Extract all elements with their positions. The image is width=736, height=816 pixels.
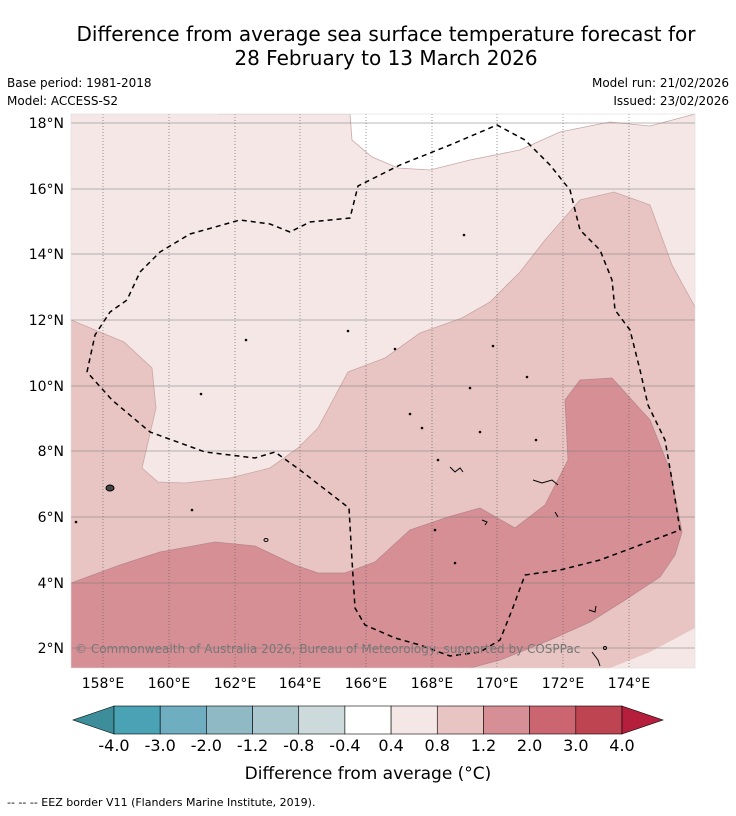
colorbar-segment xyxy=(113,705,161,735)
anomaly-band-0.4-0.8-southeast xyxy=(610,628,695,668)
title-line-1: Difference from average sea surface temp… xyxy=(76,22,696,46)
colorbar-segment xyxy=(206,705,253,735)
colorbar-over-arrow xyxy=(621,705,664,735)
lat-label: 2°N xyxy=(38,641,64,657)
colorbar-tick-label: 0.4 xyxy=(378,736,403,755)
colorbar-tick-label: -0.4 xyxy=(329,736,360,755)
chart-title: Difference from average sea surface temp… xyxy=(30,22,736,70)
lon-label: 162°E xyxy=(214,676,257,692)
colorbar-tick-label: -0.8 xyxy=(283,736,314,755)
colorbar-tick-label: -4.0 xyxy=(98,736,129,755)
lat-label: 14°N xyxy=(29,247,64,263)
lat-label: 8°N xyxy=(38,444,64,460)
map-area: © Commonwealth of Australia 2026, Bureau… xyxy=(71,114,695,668)
lat-label: 10°N xyxy=(29,379,64,395)
meta-right: Model run: 21/02/2026 Issued: 23/02/2026 xyxy=(592,74,729,110)
eez-border xyxy=(86,124,681,657)
lat-label: 6°N xyxy=(38,510,64,526)
lon-label: 172°E xyxy=(542,676,585,692)
colorbar-segment xyxy=(344,705,392,735)
colorbar-segment xyxy=(483,705,530,735)
colorbar-segment xyxy=(390,705,438,735)
lat-label: 4°N xyxy=(38,576,64,592)
lon-label: 170°E xyxy=(476,676,519,692)
lon-label: 174°E xyxy=(608,676,651,692)
islands xyxy=(74,233,607,667)
colorbar-tick-labels: -4.0 -3.0 -2.0 -1.2 -0.8 -0.4 0.4 0.8 1.2 2.0 3.0 4… xyxy=(98,736,634,755)
lon-label: 158°E xyxy=(82,676,125,692)
colorbar-tick-label: 3.0 xyxy=(563,736,588,755)
colorbar-tick-label: 4.0 xyxy=(609,736,634,755)
colorbar-tick-label: 2.0 xyxy=(517,736,542,755)
colorbar-tick-label: -1.2 xyxy=(237,736,268,755)
issued-date: Issued: 23/02/2026 xyxy=(613,94,729,108)
title-line-2: 28 February to 13 March 2026 xyxy=(234,46,538,70)
colorbar-under-arrow xyxy=(72,705,115,735)
copyright-notice: © Commonwealth of Australia 2026, Bureau… xyxy=(75,642,580,656)
colorbar-label: Difference from average (°C) xyxy=(244,764,492,784)
lon-label: 168°E xyxy=(411,676,454,692)
lon-label: 166°E xyxy=(345,676,388,692)
map-frame xyxy=(70,113,696,669)
lat-label: 12°N xyxy=(29,313,64,329)
longitude-labels: 158°E 160°E 162°E 164°E 166°E 168°E 170°… xyxy=(82,676,651,692)
colorbar-tick-label: -3.0 xyxy=(145,736,176,755)
model-name: Model: ACCESS-S2 xyxy=(7,94,119,108)
eez-legend: -- -- -- EEZ border V11 (Flanders Marine… xyxy=(7,796,316,809)
colorbar xyxy=(72,705,664,735)
meta-left: Base period: 1981-2018 Model: ACCESS-S2 xyxy=(7,74,152,110)
base-period: Base period: 1981-2018 xyxy=(7,76,152,90)
lon-label: 160°E xyxy=(148,676,191,692)
colorbar-tick-label: 1.2 xyxy=(471,736,496,755)
model-run: Model run: 21/02/2026 xyxy=(591,76,729,90)
colorbar-segment xyxy=(529,705,577,735)
colorbar-segment xyxy=(252,705,300,735)
latitude-gridlines xyxy=(71,122,695,649)
colorbar-segment xyxy=(575,705,623,735)
lat-label: 18°N xyxy=(29,116,64,132)
colorbar-tick-label: 0.8 xyxy=(425,736,450,755)
colorbar-segment xyxy=(436,705,484,735)
colorbar-tick-label: -2.0 xyxy=(191,736,222,755)
colorbar-segment xyxy=(159,705,207,735)
latitude-labels: 18°N 16°N 14°N 12°N 10°N 8°N 6°N 4°N 2°N xyxy=(29,116,64,657)
lon-label: 164°E xyxy=(279,676,322,692)
lat-label: 16°N xyxy=(29,182,64,198)
anomaly-band-1.2-2.0 xyxy=(71,378,682,668)
colorbar-segment xyxy=(298,705,346,735)
